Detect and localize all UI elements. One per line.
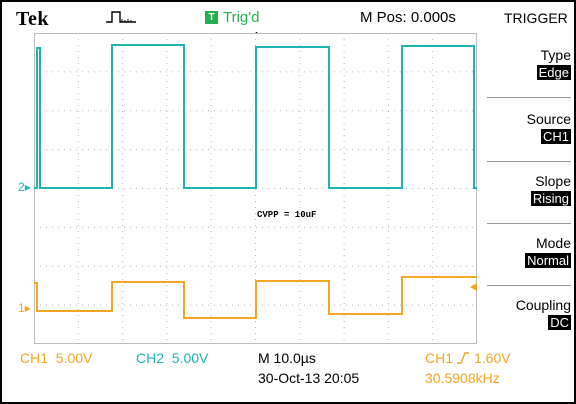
- menu-item-label: Mode: [535, 235, 571, 251]
- menu-item-value: Normal: [525, 253, 571, 268]
- menu-item-value: Rising: [530, 191, 571, 206]
- timestamp: 30-Oct-13 20:05: [258, 370, 360, 386]
- trigger-menu: Type Edge Source CH1 Slope Rising Mode N…: [481, 33, 574, 344]
- menu-item-value: DC: [548, 315, 571, 330]
- menu-item-label: Slope: [535, 173, 571, 189]
- readout-bar: CH1 5.00V CH2 5.00V M 10.0µs CH1 1.60V 3…: [2, 346, 576, 404]
- menu-title: TRIGGER: [504, 10, 568, 26]
- ch1-waveform: [34, 276, 477, 319]
- ch2-ground-marker: 2▸: [18, 180, 31, 194]
- menu-item-slope[interactable]: Slope Rising: [481, 173, 571, 208]
- menu-item-label: Type: [540, 47, 571, 63]
- trigger-level-marker-icon: [470, 283, 477, 291]
- menu-item-mode[interactable]: Mode Normal: [481, 235, 571, 270]
- menu-item-source[interactable]: Source CH1: [481, 111, 571, 146]
- menu-divider: [487, 161, 571, 162]
- menu-item-coupling[interactable]: Coupling DC: [481, 297, 571, 332]
- status-bar: Tek T Trig'd M Pos: 0.000s TRIGGER: [2, 2, 576, 30]
- acquisition-icon: [106, 11, 136, 23]
- horizontal-position: M Pos: 0.000s: [360, 9, 456, 26]
- brand-logo: Tek: [16, 8, 50, 30]
- menu-item-value: Edge: [536, 65, 571, 80]
- frequency-readout: 30.5908kHz: [425, 370, 500, 386]
- ch2-waveform: [34, 44, 477, 189]
- ch2-scale: CH2 5.00V: [136, 350, 209, 366]
- ch1-scale: CH1 5.00V: [20, 350, 93, 366]
- rising-edge-icon: [457, 352, 469, 364]
- trigger-status-icon: T: [205, 11, 218, 24]
- menu-divider: [487, 97, 571, 98]
- menu-item-label: Coupling: [515, 297, 571, 313]
- menu-item-type[interactable]: Type Edge: [481, 47, 571, 82]
- timebase: M 10.0µs: [258, 350, 316, 366]
- menu-divider: [487, 223, 571, 224]
- ch1-ground-marker: 1▸: [18, 301, 31, 315]
- menu-divider: [487, 285, 571, 286]
- waveform-display: CVPP = 10uF: [34, 33, 477, 344]
- menu-item-label: Source: [526, 111, 571, 127]
- menu-item-value: CH1: [540, 129, 571, 144]
- trigger-status: Trig'd: [223, 9, 260, 26]
- trigger-level: 1.60V: [474, 350, 511, 366]
- trigger-source: CH1: [425, 350, 454, 366]
- screen-annotation: CVPP = 10uF: [257, 210, 316, 220]
